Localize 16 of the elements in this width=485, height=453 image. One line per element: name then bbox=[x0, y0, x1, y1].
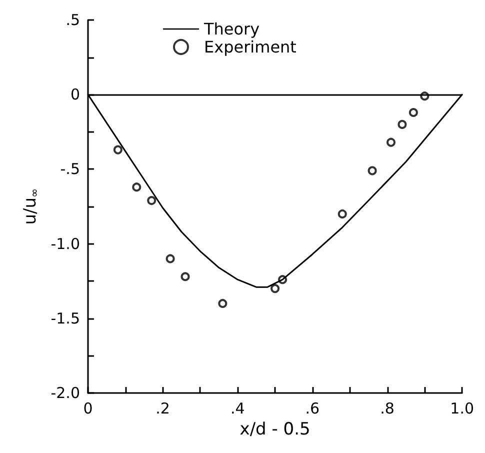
y-tick-label: -1.0 bbox=[50, 234, 80, 253]
x-tick-label: .4 bbox=[230, 400, 245, 418]
y-axis-title: u/u∞ bbox=[20, 188, 41, 225]
y-tick-label: 0 bbox=[70, 86, 80, 104]
x-tick-label: 0 bbox=[83, 400, 93, 418]
y-tick-label: -1.5 bbox=[50, 309, 80, 328]
x-tick-label: .8 bbox=[380, 400, 394, 418]
x-tick-label: .2 bbox=[156, 400, 170, 418]
legend-label: Theory bbox=[203, 20, 260, 38]
x-axis-title: x/d - 0.5 bbox=[240, 420, 310, 440]
x-tick-label: 1.0 bbox=[450, 400, 474, 418]
y-tick-label: -.5 bbox=[60, 160, 80, 178]
y-tick-label: .5 bbox=[66, 11, 80, 29]
x-tick-label: .6 bbox=[305, 400, 320, 418]
legend-label: Experiment bbox=[204, 38, 296, 56]
y-tick-label: -2.0 bbox=[50, 384, 80, 402]
